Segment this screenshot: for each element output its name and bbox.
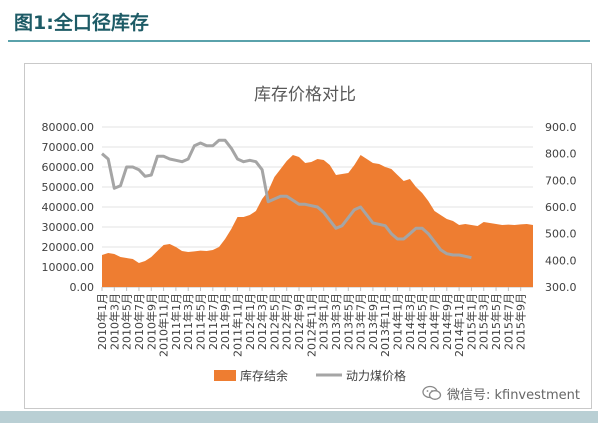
watermark-text: 微信号: kfinvestment: [446, 387, 580, 403]
right-tick-label: 700.0: [545, 174, 577, 187]
x-tick-label: 2012年11月: [304, 293, 318, 357]
legend-label-inventory: 库存结余: [240, 368, 288, 383]
x-tick-label: 2010年5月: [120, 293, 134, 350]
x-tick-label: 2012年7月: [280, 293, 294, 350]
left-tick-label: 30000.00: [42, 221, 95, 234]
x-tick-label: 2014年9月: [440, 293, 454, 350]
x-tick-label: 2013年9月: [366, 293, 380, 350]
x-tick-label: 2011年5月: [194, 293, 208, 350]
right-tick-label: 900.0: [545, 121, 577, 134]
right-tick-label: 400.0: [545, 254, 577, 267]
x-tick-label: 2015年9月: [514, 293, 528, 350]
left-tick-label: 20000.00: [42, 241, 95, 254]
x-tick-label: 2013年11月: [378, 293, 392, 357]
watermark: 微信号: kfinvestment: [422, 382, 580, 404]
x-tick-label: 2013年1月: [317, 293, 331, 350]
right-tick-label: 800.0: [545, 148, 577, 161]
left-tick-label: 60000.00: [42, 161, 95, 174]
x-tick-label: 2010年1月: [95, 293, 109, 350]
x-tick-label: 2011年3月: [181, 293, 195, 350]
left-tick-label: 10000.00: [42, 261, 95, 274]
wechat-icon: [422, 385, 442, 401]
x-tick-label: 2014年5月: [415, 293, 429, 350]
x-tick-label: 2014年11月: [452, 293, 466, 357]
x-tick-label: 2011年9月: [218, 293, 232, 350]
right-tick-label: 600.0: [545, 201, 577, 214]
left-tick-label: 0.00: [70, 281, 95, 294]
x-tick-label: 2014年1月: [391, 293, 405, 350]
footer-band: [0, 411, 598, 423]
figure-title: 图1:全口径库存: [14, 12, 149, 34]
right-tick-label: 500.0: [545, 228, 577, 241]
left-tick-label: 70000.00: [42, 141, 95, 154]
x-tick-label: 2010年7月: [132, 293, 146, 350]
inventory-area-layer: [102, 155, 533, 287]
right-tick-label: 300.0: [545, 281, 577, 294]
x-tick-label: 2015年7月: [501, 293, 515, 350]
x-tick-label: 2014年3月: [403, 293, 417, 350]
left-tick-label: 80000.00: [42, 121, 95, 134]
title-divider: [8, 40, 590, 42]
x-tick-label: 2012年3月: [255, 293, 269, 350]
x-tick-label: 2011年7月: [206, 293, 220, 350]
right-axis-ticks: 300.0 400.0 500.0 600.0 700.0 800.0 900.0: [545, 121, 577, 294]
left-tick-label: 50000.00: [42, 181, 95, 194]
price-line-layer: [101, 138, 472, 260]
left-axis-ticks: 0.00 10000.00 20000.00 30000.00 40000.00 5000…: [42, 121, 95, 294]
inventory-area: [102, 155, 533, 287]
x-tick-label: 2012年9月: [292, 293, 306, 350]
coal-price-line: [101, 138, 472, 260]
x-tick-label: 2010年9月: [144, 293, 158, 350]
x-tick-label: 2013年7月: [354, 293, 368, 350]
left-tick-label: 40000.00: [42, 201, 95, 214]
figure-header: 图1:全口径库存: [8, 4, 590, 42]
x-tick-label: 2013年5月: [341, 293, 355, 350]
legend-swatch-inventory: [214, 370, 236, 381]
x-axis-ticks: 2010年1月 2010年3月 2010年5月 2010年7月 2010年9月 2010年…: [95, 287, 528, 357]
x-tick-label: 2010年3月: [107, 293, 121, 350]
legend: 库存结余 动力煤价格: [214, 368, 406, 383]
legend-label-price: 动力煤价格: [346, 368, 406, 383]
x-tick-label: 2013年3月: [329, 293, 343, 350]
x-tick-label: 2015年1月: [464, 293, 478, 350]
x-tick-label: 2011年1月: [169, 293, 183, 350]
x-tick-label: 2014年7月: [427, 293, 441, 350]
x-tick-label: 2012年1月: [243, 293, 257, 350]
x-tick-label: 2015年3月: [477, 293, 491, 350]
chart-title: 库存价格对比: [254, 85, 356, 105]
x-tick-label: 2011年11月: [230, 293, 244, 357]
x-tick-label: 2015年5月: [489, 293, 503, 350]
x-tick-label: 2010年11月: [157, 293, 171, 357]
x-tick-label: 2012年5月: [267, 293, 281, 350]
